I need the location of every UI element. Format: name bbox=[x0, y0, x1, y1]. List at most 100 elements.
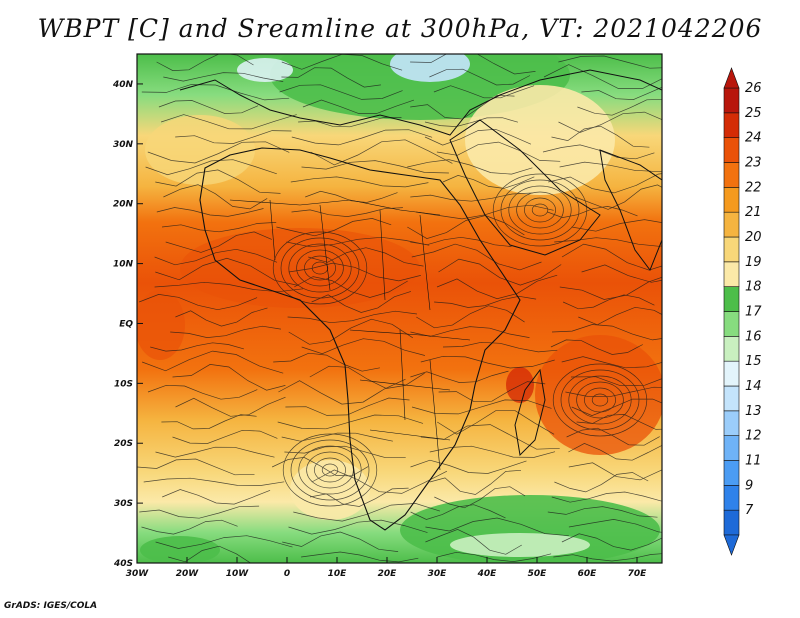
colorbar-swatch bbox=[723, 187, 740, 213]
streamline bbox=[568, 443, 662, 461]
colorbar-label: 18 bbox=[745, 280, 762, 295]
streamline bbox=[437, 551, 552, 562]
wbpt-warm-core bbox=[137, 290, 185, 360]
streamline bbox=[410, 459, 527, 474]
colorbar-label: 11 bbox=[745, 454, 762, 469]
streamline bbox=[282, 531, 399, 552]
streamline-eddy bbox=[272, 231, 368, 305]
lat-tick-label: 20S bbox=[114, 439, 133, 449]
streamline bbox=[577, 99, 662, 116]
streamline bbox=[155, 446, 275, 458]
streamline bbox=[161, 222, 277, 233]
streamline-eddy bbox=[290, 439, 370, 501]
streamline bbox=[154, 281, 304, 293]
coastline-madagascar bbox=[514, 368, 546, 457]
streamline bbox=[561, 243, 662, 271]
coastline-europe bbox=[179, 69, 662, 136]
streamline-eddy bbox=[591, 393, 609, 407]
streamline bbox=[277, 414, 424, 430]
wbpt-ridge-area bbox=[145, 115, 255, 185]
colorbar-label: 16 bbox=[745, 329, 762, 344]
streamline bbox=[290, 176, 429, 188]
streamline bbox=[410, 192, 533, 202]
streamline bbox=[437, 410, 555, 435]
streamline bbox=[137, 458, 255, 476]
streamline bbox=[293, 503, 441, 522]
lon-tick-label: 50E bbox=[528, 569, 548, 579]
streamline bbox=[141, 84, 290, 101]
streamline-eddy bbox=[280, 237, 360, 299]
streamline-eddy bbox=[576, 381, 624, 419]
lat-tick-label: 30N bbox=[113, 140, 134, 150]
colorbar-swatch bbox=[723, 137, 740, 163]
streamline bbox=[160, 114, 297, 130]
map-field bbox=[137, 54, 662, 563]
streamline bbox=[581, 264, 662, 283]
wbpt-cool-south bbox=[450, 533, 590, 557]
streamline-eddy bbox=[568, 375, 632, 425]
lon-ticks: 30W 20W 10W 0 10E 20E 30E 40E 50E 60E 70E bbox=[126, 557, 647, 579]
colorbar-swatch bbox=[723, 435, 740, 461]
streamline bbox=[288, 262, 421, 282]
streamline bbox=[288, 318, 413, 345]
wbpt-warm-core bbox=[180, 228, 420, 308]
streamline bbox=[301, 551, 419, 563]
streamline bbox=[156, 207, 264, 217]
streamline bbox=[420, 355, 555, 369]
colorbar-label: 25 bbox=[745, 106, 762, 121]
streamline bbox=[571, 398, 662, 416]
colorbar-label: 9 bbox=[745, 478, 753, 493]
streamline bbox=[150, 342, 244, 352]
streamline bbox=[548, 173, 662, 194]
streamline bbox=[301, 338, 425, 356]
streamline bbox=[558, 55, 662, 69]
streamline bbox=[141, 519, 238, 535]
streamline bbox=[156, 54, 254, 71]
streamline bbox=[285, 397, 410, 416]
streamline bbox=[547, 506, 658, 518]
colorbar-swatch bbox=[723, 485, 740, 511]
streamline bbox=[543, 64, 662, 89]
streamline bbox=[305, 190, 398, 203]
streamline bbox=[434, 486, 526, 509]
streamline-eddy bbox=[524, 197, 556, 223]
lat-tick-label: 10S bbox=[114, 379, 133, 389]
streamline bbox=[550, 339, 643, 355]
streamline bbox=[172, 429, 278, 444]
streamline bbox=[561, 533, 662, 551]
lon-tick-label: 30W bbox=[126, 569, 150, 579]
colorbar-label: 23 bbox=[745, 156, 762, 171]
lon-tick-label: 30E bbox=[428, 569, 448, 579]
streamline bbox=[162, 489, 271, 505]
streamline bbox=[424, 128, 532, 146]
streamline bbox=[141, 350, 284, 374]
streamline bbox=[311, 469, 448, 494]
streamline-eddy bbox=[314, 457, 346, 483]
lon-tick-label: 0 bbox=[284, 569, 290, 579]
streamline bbox=[429, 445, 556, 458]
streamline bbox=[155, 257, 299, 286]
streamline bbox=[279, 84, 403, 100]
streamline bbox=[143, 477, 285, 486]
lon-tick-label: 10E bbox=[328, 569, 348, 579]
streamline bbox=[309, 365, 425, 389]
lat-tick-label: 30S bbox=[114, 499, 133, 509]
streamline bbox=[301, 160, 449, 174]
streamline bbox=[416, 305, 525, 329]
streamline bbox=[434, 295, 537, 308]
streamline bbox=[429, 68, 531, 86]
colorbar-label: 7 bbox=[745, 503, 754, 518]
streamline bbox=[425, 529, 522, 555]
lon-tick-label: 20E bbox=[378, 569, 398, 579]
streamline bbox=[170, 325, 281, 338]
colorbar-swatch bbox=[723, 286, 740, 312]
colorbar-swatch bbox=[723, 162, 740, 188]
colorbar-label: 12 bbox=[745, 429, 762, 444]
colorbar: 7 9 11 12 13 14 15 16 17 18 19 20 21 22 23 24 25 26 bbox=[723, 67, 762, 556]
country-borders bbox=[229, 199, 471, 471]
streamline bbox=[565, 386, 662, 398]
colorbar-max-arrow bbox=[723, 67, 740, 89]
streamline bbox=[568, 519, 662, 533]
lon-tick-label: 10W bbox=[226, 569, 250, 579]
streamline bbox=[287, 310, 418, 324]
